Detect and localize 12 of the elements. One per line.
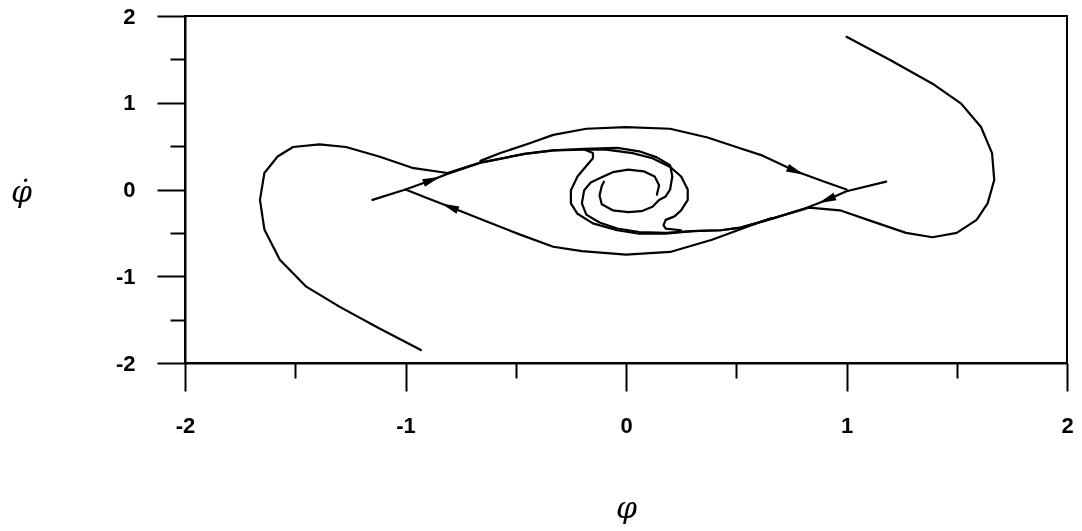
x-tick-label: 0: [620, 412, 633, 438]
y-tick-label: 2: [123, 3, 136, 29]
x-tick-label: -2: [175, 412, 196, 438]
y-tick-label: 0: [123, 177, 136, 202]
x-tick-label: 1: [840, 412, 854, 438]
y-tick-label: 1: [123, 90, 136, 116]
y-tick-label: -2: [115, 350, 136, 376]
y-axis-title: φ̇: [10, 173, 33, 209]
x-tick-label: -1: [396, 412, 416, 438]
x-tick-label: 2: [1061, 412, 1074, 438]
y-tick-label: -1: [115, 263, 136, 289]
x-axis-title: φ: [615, 489, 638, 525]
